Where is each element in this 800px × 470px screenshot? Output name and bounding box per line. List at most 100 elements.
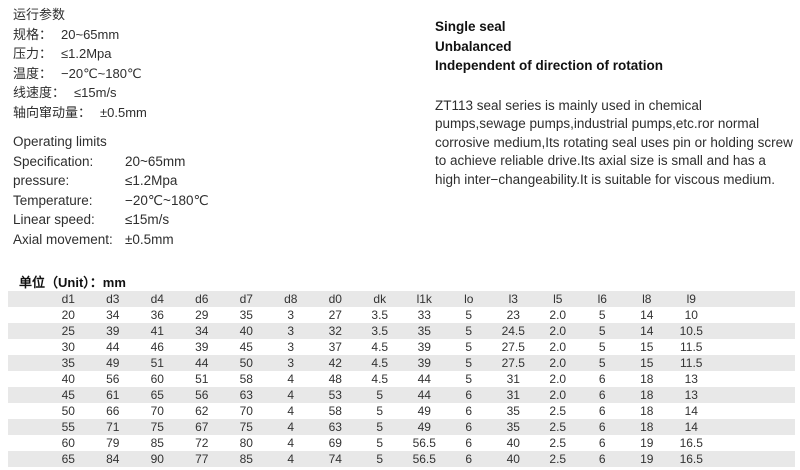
table-cell: 13 — [684, 388, 698, 402]
table-cell: 5 — [376, 404, 384, 418]
table-cell: 6 — [598, 404, 606, 418]
param-row: 压力： ≤1.2Mpa — [13, 44, 147, 64]
table-cell: 30 — [61, 340, 75, 354]
unit-label: 单位（Unit）：mm — [19, 275, 126, 290]
table-cell: 4 — [287, 372, 295, 386]
table-cell: 58 — [328, 404, 342, 418]
table-cell: 2.0 — [549, 324, 567, 338]
param-value: −20℃~180℃ — [61, 65, 142, 81]
table-cell: 2.5 — [549, 420, 567, 434]
table-cell-filler — [714, 451, 796, 467]
table-cell: 4.5 — [371, 372, 389, 386]
table-cell: 35 — [61, 356, 75, 370]
table-cell: 6 — [465, 388, 473, 402]
table-header-cell: dk — [373, 292, 387, 306]
cn-operating-params: 运行参数 规格： 20~65mm 压力： ≤1.2Mpa 温度： −20℃~180℃ 线速度… — [13, 5, 147, 122]
table-cell: 60 — [61, 436, 75, 450]
table-cell: 5 — [598, 324, 606, 338]
table-row: 25 39 41 34 40 3 32 3.5 35 5 24.5 2.0 5 14 10.5 — [8, 323, 795, 339]
table-cell: 2.5 — [549, 436, 567, 450]
param-label: Linear speed: — [13, 212, 95, 227]
table-cell-spacer — [8, 451, 46, 467]
table-cell: 63 — [328, 420, 342, 434]
table-row: 60 79 85 72 80 4 69 5 56.5 6 40 2.5 6 19 16.5 — [8, 435, 795, 451]
table-cell-filler — [714, 403, 796, 419]
table-row: 20 34 36 29 35 3 27 3.5 33 5 23 2.0 5 14 10 — [8, 307, 795, 323]
table-cell: 5 — [376, 452, 384, 466]
table-cell: 77 — [195, 452, 209, 466]
cn-params-title: 运行参数 — [13, 7, 66, 22]
table-cell: 18 — [640, 420, 654, 434]
table-cell: 24.5 — [501, 324, 525, 338]
table-cell: 4.5 — [371, 356, 389, 370]
table-cell: 16.5 — [679, 436, 703, 450]
table-cell: 18 — [640, 404, 654, 418]
table-cell: 6 — [598, 452, 606, 466]
table-cell-filler — [714, 387, 796, 403]
table-cell-spacer — [8, 435, 46, 451]
table-cell: 27.5 — [501, 356, 525, 370]
table-cell: 4 — [287, 404, 295, 418]
table-cell: 35 — [506, 420, 520, 434]
table-cell: 49 — [106, 356, 120, 370]
table-cell: 65 — [61, 452, 75, 466]
table-cell: 14 — [640, 308, 654, 322]
table-cell: 58 — [239, 372, 253, 386]
table-row: 30 44 46 39 45 3 37 4.5 39 5 27.5 2.0 5 15 11.5 — [8, 339, 795, 355]
table-header-cell: d7 — [239, 292, 253, 306]
table-cell: 56 — [106, 372, 120, 386]
table-cell: 2.0 — [549, 308, 567, 322]
table-cell-filler — [714, 435, 796, 451]
table-cell: 5 — [465, 324, 473, 338]
table-cell: 3 — [287, 340, 295, 354]
table-cell: 3.5 — [371, 308, 389, 322]
table-header-cell: d8 — [284, 292, 298, 306]
param-row: 线速度： ≤15m/s — [13, 83, 147, 103]
table-cell: 70 — [150, 404, 164, 418]
table-cell: 44 — [417, 388, 431, 402]
table-cell-filler — [714, 355, 796, 371]
table-cell: 35 — [417, 324, 431, 338]
table-cell: 5 — [598, 340, 606, 354]
table-cell: 5 — [376, 420, 384, 434]
table-header-row: d1 d3 d4 d6 d7 d8 d0 dk l1k lo l3 l5 l6 l8 l9 — [8, 291, 795, 307]
table-cell: 4 — [287, 436, 295, 450]
table-cell: 39 — [195, 340, 209, 354]
table-cell: 34 — [106, 308, 120, 322]
table-cell: 50 — [61, 404, 75, 418]
table-cell-spacer — [8, 387, 46, 403]
table-header-cell: l9 — [686, 292, 696, 306]
table-cell: 63 — [239, 388, 253, 402]
table-cell: 71 — [106, 420, 120, 434]
table-cell: 56.5 — [412, 452, 436, 466]
cn-params-rows: 规格： 20~65mm 压力： ≤1.2Mpa 温度： −20℃~180℃ 线速度： ≤15m… — [13, 25, 147, 123]
table-header-cell: l8 — [642, 292, 652, 306]
table-cell: 2.0 — [549, 372, 567, 386]
param-value: ≤15m/s — [125, 212, 170, 227]
table-cell: 5 — [376, 388, 384, 402]
table-cell: 5 — [465, 340, 473, 354]
table-cell: 51 — [150, 356, 164, 370]
param-label: 温度： — [13, 65, 53, 81]
table-cell-spacer — [8, 307, 46, 323]
table-cell: 3 — [287, 324, 295, 338]
table-cell: 75 — [150, 420, 164, 434]
table-cell: 56.5 — [412, 436, 436, 450]
table-cell: 14 — [684, 420, 698, 434]
table-cell: 49 — [417, 420, 431, 434]
table-cell: 37 — [328, 340, 342, 354]
param-row: Linear speed: ≤15m/s — [13, 210, 209, 230]
spec-table-body: 20 34 36 29 35 3 27 3.5 33 5 23 2.0 5 14 10 25 39 41 34 40 3… — [8, 307, 795, 467]
table-cell: 84 — [106, 452, 120, 466]
table-cell: 6 — [465, 436, 473, 450]
table-cell: 27.5 — [501, 340, 525, 354]
param-label: 规格： — [13, 26, 53, 42]
feature-line: Independent of direction of rotation — [435, 58, 663, 73]
table-cell-filler — [714, 371, 796, 387]
table-cell: 45 — [239, 340, 253, 354]
param-label: pressure: — [13, 173, 70, 188]
table-cell: 44 — [106, 340, 120, 354]
table-cell: 6 — [598, 372, 606, 386]
table-cell: 5 — [376, 436, 384, 450]
en-params-rows: Specification: 20~65mm pressure: ≤1.2Mpa Tem… — [13, 152, 209, 250]
